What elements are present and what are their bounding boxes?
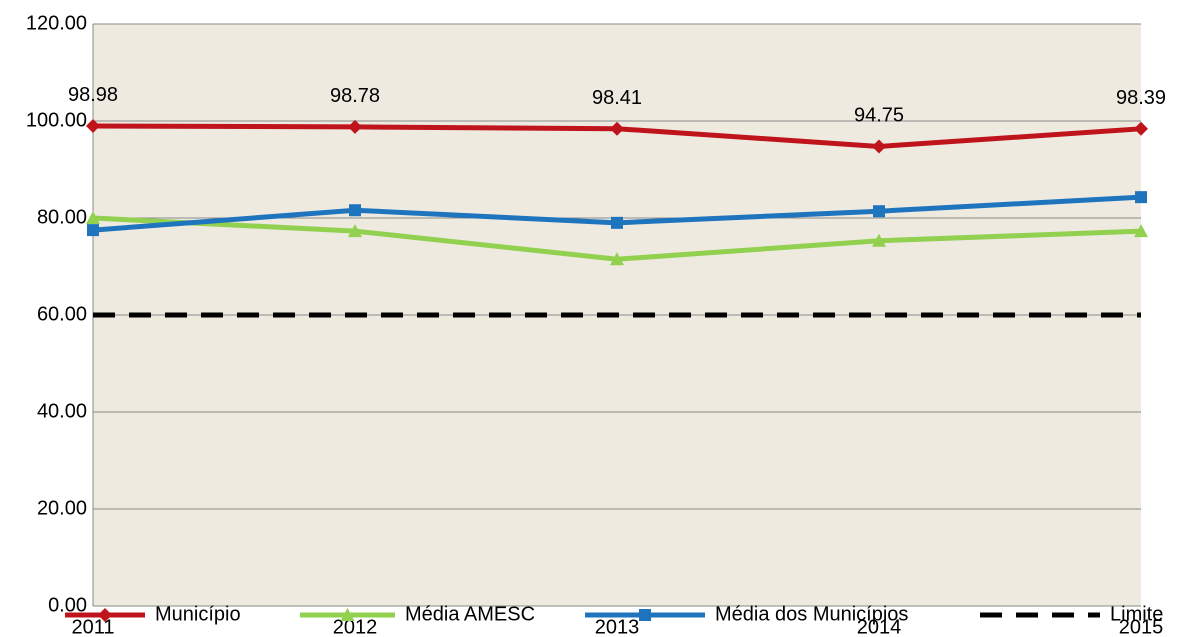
y-tick-label: 60.00 [37,303,87,325]
x-tick-label: 2012 [333,616,378,637]
point-marker [86,211,100,224]
legend-marker [639,609,651,621]
point-marker [873,205,885,218]
legend-marker [340,608,355,621]
y-tick-label: 120.00 [26,12,87,34]
point-marker [872,233,886,247]
x-tick-label: 2013 [595,616,640,637]
point-marker [610,121,624,136]
y-tick-label: 20.00 [37,497,87,519]
point-marker [348,119,362,134]
y-tick-label: 40.00 [37,400,87,422]
point-marker [1134,121,1148,136]
point-marker [86,118,100,133]
point-marker [1134,224,1148,238]
y-tick-label: 80.00 [37,206,87,228]
point-marker [872,139,886,154]
data-label: 98.41 [592,87,642,109]
point-marker [349,204,361,217]
data-label: 98.39 [1116,87,1166,109]
legend-label: Limite [1110,603,1163,625]
data-label: 98.78 [330,85,380,107]
point-marker [611,216,623,229]
y-tick-label: 100.00 [26,109,87,131]
legend-label: Município [155,603,241,625]
x-tick-label: 2011 [71,616,114,637]
point-marker [1135,191,1147,204]
legend-marker [98,608,112,622]
data-label: 98.98 [68,84,118,106]
data-label: 94.75 [854,105,904,127]
legend-label: Média AMESC [405,603,535,625]
point-marker [87,224,99,237]
point-marker [610,252,624,266]
y-tick-label: 0.00 [48,594,87,616]
x-tick-label: 2014 [857,616,902,637]
legend-label: Média dos Municípios [715,603,908,625]
x-tick-label: 2015 [1119,616,1164,637]
point-marker [348,224,362,238]
